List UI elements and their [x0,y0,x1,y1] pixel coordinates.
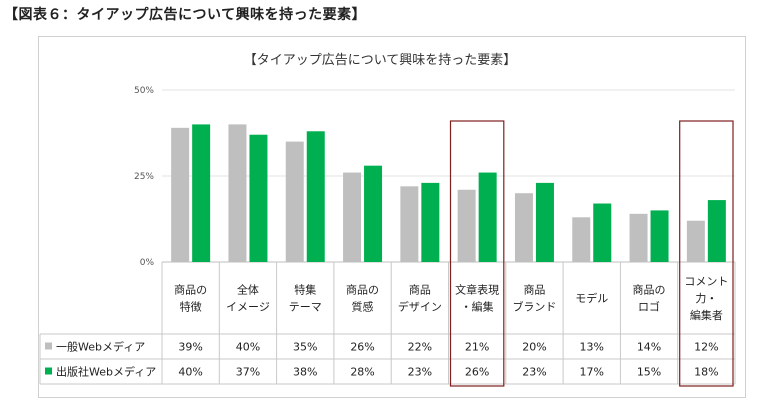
data-value: 13% [580,341,604,354]
bar [171,127,190,262]
bar [192,124,211,263]
bar [686,220,705,262]
bar [400,186,419,262]
bars [171,124,726,263]
bar [478,172,497,262]
data-value: 18% [694,366,718,379]
data-value: 17% [580,366,604,379]
bar [343,172,362,262]
highlight-box [449,120,505,387]
bar [572,217,591,262]
y-tick-label: 25% [134,172,154,182]
bar [593,203,612,262]
bar [535,182,554,262]
bar [306,131,325,262]
category-label: 商品の質感 [346,283,379,314]
gridlines [162,89,735,263]
data-value: 26% [350,341,374,354]
category-label: 商品の特徴 [174,283,207,314]
chart-title: 【タイアップ広告について興味を持った要素】 [244,53,517,68]
bar [514,193,533,262]
data-value: 20% [522,341,546,354]
highlight-boxes [449,120,734,387]
legend-label: 一般Webメディア [56,340,145,354]
category-label: 特集テーマ [289,283,322,314]
bar [421,182,440,262]
y-tick-label: 50% [134,86,154,96]
data-value: 38% [293,366,317,379]
category-label: 商品のロゴ [633,283,666,314]
chart-frame [38,36,746,398]
data-value: 40% [178,366,202,379]
y-axis: 50% 25% 0% [134,86,154,268]
data-table: 商品の特徴全体イメージ特集テーマ商品の質感商品デザイン文章表現・編集商品ブランド… [39,262,736,385]
highlight-box [679,120,734,387]
bar [285,141,304,262]
category-label: コメント力・編集者 [684,275,728,322]
category-label: 商品ブランド [512,283,556,314]
data-value: 22% [408,341,432,354]
bar [457,189,476,262]
category-label: 文章表現・編集 [455,283,499,314]
bar [249,134,268,262]
data-value: 28% [350,366,374,379]
data-value: 26% [465,366,489,379]
data-value: 15% [637,366,661,379]
figure-heading: 【図表６：タイアップ広告について興味を持った要素】 [4,7,367,23]
legend-swatch [45,342,52,350]
data-value: 14% [637,341,661,354]
data-value: 23% [408,366,432,379]
data-value: 35% [293,341,317,354]
y-tick-label: 0% [140,258,155,268]
legend-swatch [45,367,52,375]
category-label: モデル [575,291,608,305]
legend-label: 出版社Webメディア [56,365,156,379]
category-label: 全体イメージ [226,283,270,314]
bar [228,124,247,263]
data-value: 21% [465,341,489,354]
data-value: 37% [236,366,260,379]
data-value: 12% [694,341,718,354]
category-label: 商品デザイン [398,283,442,314]
bar [364,165,383,262]
data-value: 40% [236,341,260,354]
bar [707,200,726,262]
bar [629,213,648,262]
bar [650,210,669,262]
data-value: 23% [522,366,546,379]
data-value: 39% [178,341,202,354]
